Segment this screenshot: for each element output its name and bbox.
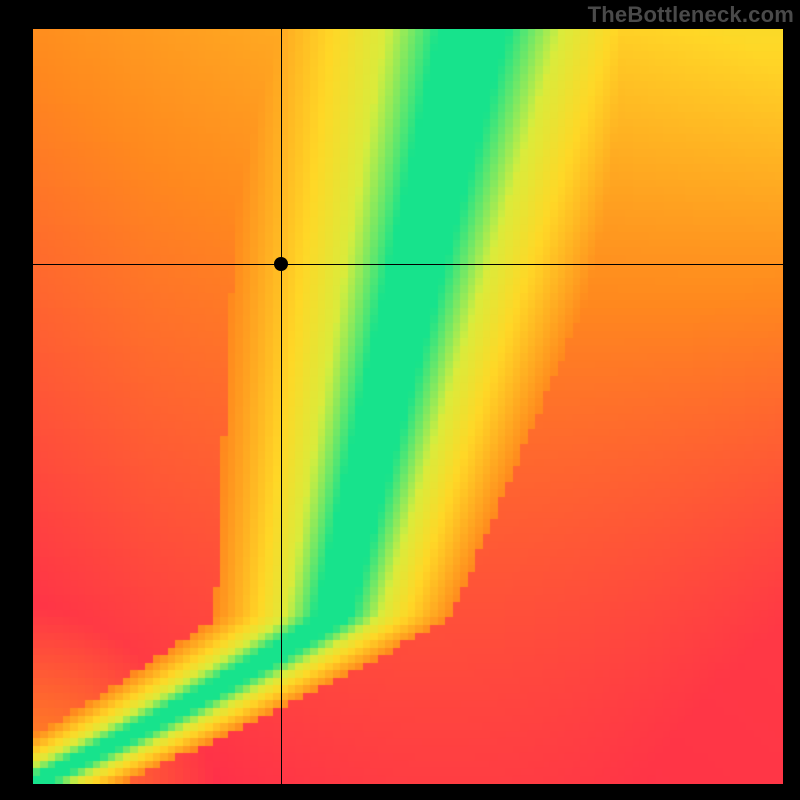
heatmap-plot — [33, 29, 783, 784]
crosshair-vertical — [281, 29, 282, 784]
crosshair-horizontal — [33, 264, 783, 265]
watermark-text: TheBottleneck.com — [588, 2, 794, 28]
heatmap-canvas — [33, 29, 783, 784]
chart-container: TheBottleneck.com — [0, 0, 800, 800]
